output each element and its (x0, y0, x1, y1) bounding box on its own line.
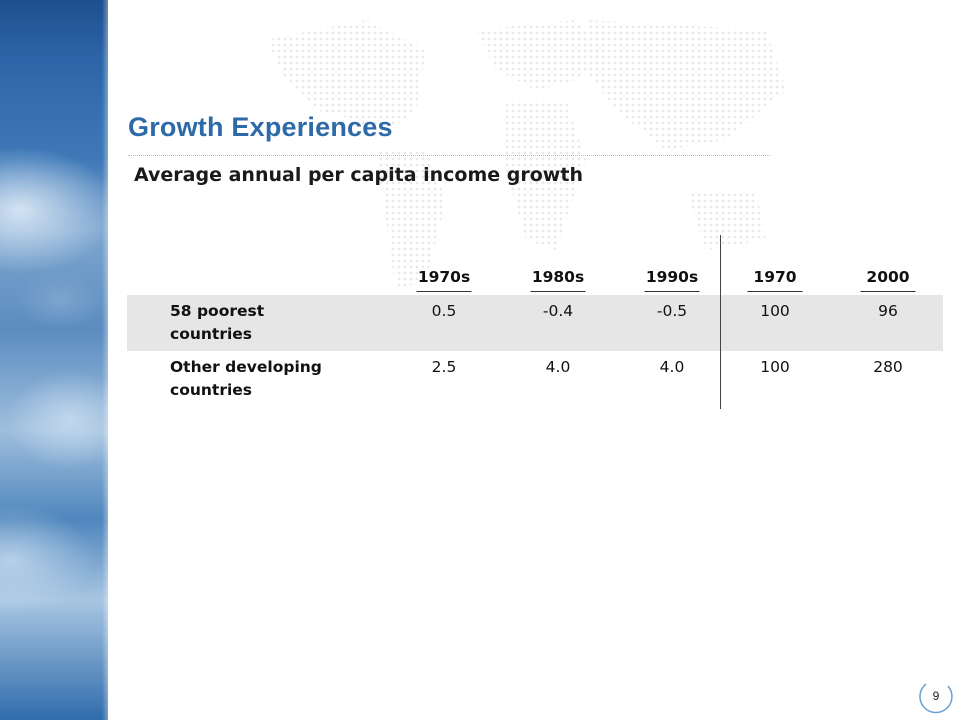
table-cell: 100 (760, 358, 790, 376)
table-row: Other developing countries 2.5 4.0 4.0 1… (127, 351, 943, 407)
earth-image-strip (0, 0, 108, 720)
row-label-line: 58 poorest (170, 302, 265, 320)
table-cell: 2.5 (431, 358, 457, 376)
row-label: Other developing countries (170, 356, 322, 402)
page-arc-icon (919, 683, 953, 714)
column-header-1970s: 1970s (404, 268, 484, 286)
table-cell: 0.5 (431, 302, 457, 320)
table-cell: 4.0 (545, 358, 571, 376)
slide-subtitle: Average annual per capita income growth (134, 164, 583, 186)
row-label-line: countries (170, 325, 253, 343)
page-number-badge: 9 (918, 680, 954, 716)
table-cell: 100 (760, 302, 790, 320)
column-header-1980s: 1980s (518, 268, 598, 286)
table-row: 58 poorest countries 0.5 -0.4 -0.5 100 9… (127, 295, 943, 351)
row-label-line: countries (170, 381, 253, 399)
slide-title: Growth Experiences (128, 112, 393, 142)
row-label: 58 poorest countries (170, 300, 264, 346)
table-cell: -0.4 (542, 302, 574, 320)
table-cell: 280 (873, 358, 903, 376)
table-cell: -0.5 (656, 302, 688, 320)
column-header-1990s: 1990s (632, 268, 712, 286)
table-header-row: 1970s 1980s 1990s 1970 2000 (127, 258, 943, 295)
column-separator (720, 235, 721, 409)
row-label-line: Other developing (170, 358, 322, 376)
page-number: 9 (932, 689, 940, 703)
column-header-1970: 1970 (735, 268, 815, 286)
title-divider (128, 155, 770, 156)
growth-table: 1970s 1980s 1990s 1970 2000 58 poorest c… (127, 258, 943, 407)
column-header-2000: 2000 (848, 268, 928, 286)
table-cell: 4.0 (659, 358, 685, 376)
table-cell: 96 (878, 302, 898, 320)
world-map-watermark (266, 20, 786, 290)
